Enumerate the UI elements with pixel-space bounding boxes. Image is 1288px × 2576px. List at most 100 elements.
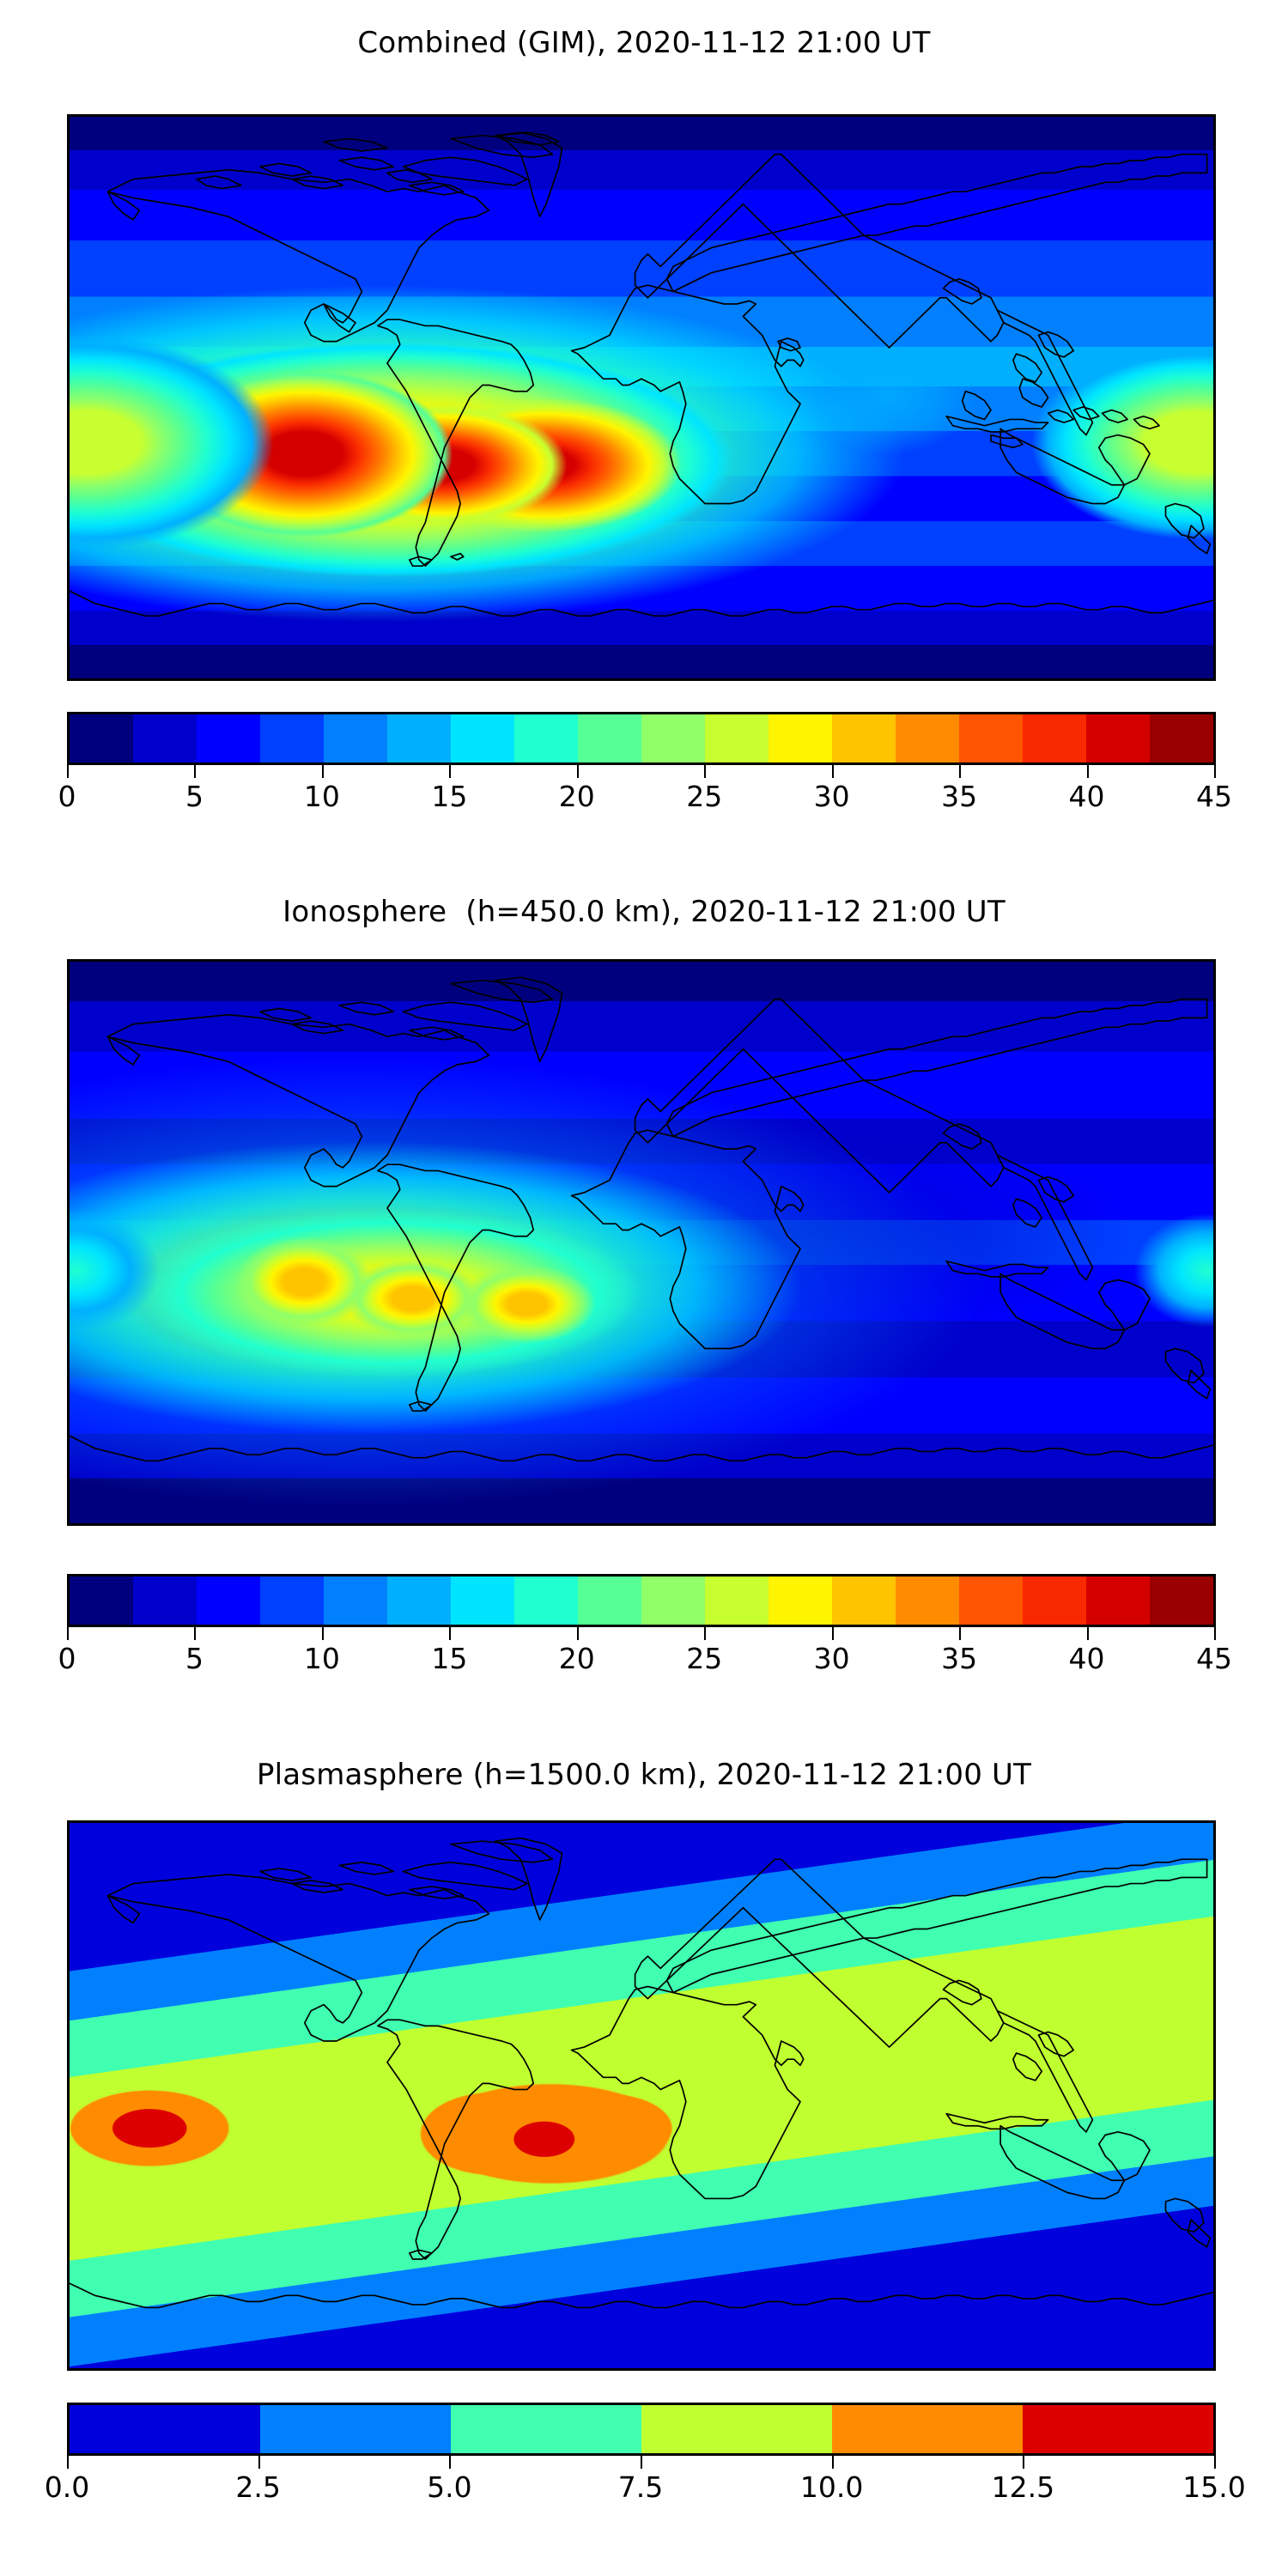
- colorbar-tick-5: [1023, 2456, 1025, 2469]
- colorbar-band-17: [1150, 1577, 1213, 1625]
- colorbar-band-0: [70, 714, 133, 762]
- colorbar-tick-7: [959, 765, 962, 778]
- colorbar-tick-6: [1214, 2456, 1216, 2469]
- colorbar-band-6: [451, 1577, 514, 1625]
- colorbar-band-15: [1023, 714, 1086, 762]
- colorbar-ticks-plasmasphere: [67, 2456, 1216, 2470]
- colorbar-tick-6: [831, 765, 834, 778]
- panel-title-combined-gim: Combined (GIM), 2020-11-12 21:00 UT: [357, 26, 931, 60]
- contour-field-ionosphere: [70, 962, 1213, 1523]
- colorbar-band-7: [514, 1577, 578, 1625]
- colorbar-band-3: [260, 1577, 324, 1625]
- colorbar-tick-label-6: 30: [813, 780, 850, 813]
- colorbar-band-10: [705, 714, 769, 762]
- colorbar-band-12: [832, 1577, 896, 1625]
- colorbar-band-17: [1150, 714, 1213, 762]
- colorbar-tick-8: [1086, 765, 1089, 778]
- colorbar-plasmasphere: [67, 2403, 1216, 2456]
- colorbar-tick-label-7: 35: [941, 1642, 978, 1675]
- colorbar-band-16: [1086, 1577, 1150, 1625]
- colorbar-band-5: [387, 1577, 451, 1625]
- colorbar-band-5: [387, 714, 451, 762]
- colorbar-tick-label-4: 20: [558, 1642, 595, 1675]
- colorbar-band-8: [578, 1577, 641, 1625]
- colorbar-tick-1: [194, 765, 197, 778]
- colorbar-tick-label-7: 35: [941, 780, 978, 813]
- colorbar-band-7: [514, 714, 578, 762]
- colorbar-tick-6: [831, 1627, 834, 1640]
- colorbar-combined-gim: [67, 712, 1216, 765]
- colorbar-labels-plasmasphere: 0.0 2.5 5.0 7.5 10.0 12.5 15.0: [0, 2470, 1288, 2508]
- colorbar-tick-label-2: 10: [303, 780, 340, 813]
- colorbar-tick-0: [67, 2456, 69, 2469]
- coastline-overlay-ionosphere: [70, 962, 1213, 1523]
- colorbar-ticks-ionosphere: [67, 1627, 1216, 1641]
- colorbar-band-6: [451, 714, 514, 762]
- colorbar-band-2: [451, 2405, 641, 2453]
- colorbar-tick-label-1: 5: [185, 780, 204, 813]
- colorbar-band-10: [705, 1577, 769, 1625]
- colorbar-tick-1: [258, 2456, 260, 2469]
- coastline-overlay-plasmasphere: [70, 1823, 1213, 2368]
- colorbar-labels-ionosphere: 0 5 10 15 20 25 30 35 40 45: [0, 1642, 1288, 1680]
- colorbar-tick-label-2: 10: [303, 1642, 340, 1675]
- colorbar-band-5: [1023, 2405, 1213, 2453]
- colorbar-tick-label-4: 20: [558, 780, 595, 813]
- colorbar-tick-8: [1086, 1627, 1089, 1640]
- colorbar-band-4: [832, 2405, 1023, 2453]
- colorbar-tick-9: [1214, 765, 1216, 778]
- panel-title-plasmasphere: Plasmasphere (h=1500.0 km), 2020-11-12 2…: [256, 1758, 1032, 1792]
- colorbar-tick-label-3: 7.5: [617, 2470, 664, 2504]
- colorbar-tick-5: [704, 1627, 707, 1640]
- colorbar-band-13: [896, 714, 959, 762]
- colorbar-band-0: [70, 2405, 260, 2453]
- colorbar-tick-2: [321, 765, 324, 778]
- colorbar-band-1: [260, 2405, 451, 2453]
- map-combined-gim: [67, 114, 1216, 681]
- colorbar-tick-label-3: 15: [431, 1642, 468, 1675]
- colorbar-tick-3: [449, 765, 452, 778]
- colorbar-tick-label-3: 15: [431, 780, 468, 813]
- colorbar-band-1: [133, 1577, 197, 1625]
- colorbar-ionosphere: [67, 1574, 1216, 1627]
- colorbar-tick-2: [449, 2456, 452, 2469]
- colorbar-tick-3: [449, 1627, 452, 1640]
- map-ionosphere: [67, 959, 1216, 1526]
- contour-field-plasmasphere: [70, 1823, 1213, 2368]
- colorbar-band-3: [260, 714, 324, 762]
- colorbar-band-9: [641, 714, 705, 762]
- colorbar-band-3: [641, 2405, 832, 2453]
- colorbar-tick-label-0: 0: [58, 780, 76, 813]
- colorbar-band-15: [1023, 1577, 1086, 1625]
- colorbar-tick-label-8: 40: [1068, 1642, 1105, 1675]
- colorbar-tick-0: [67, 765, 69, 778]
- colorbar-tick-label-5: 25: [686, 780, 723, 813]
- colorbar-tick-5: [704, 765, 707, 778]
- colorbar-tick-label-5: 12.5: [991, 2470, 1055, 2504]
- colorbar-band-13: [896, 1577, 959, 1625]
- colorbar-tick-9: [1214, 1627, 1216, 1640]
- colorbar-band-9: [641, 1577, 705, 1625]
- colorbar-band-4: [324, 1577, 387, 1625]
- colorbar-ticks-combined-gim: [67, 765, 1216, 779]
- colorbar-tick-4: [576, 765, 579, 778]
- colorbar-tick-label-2: 5.0: [427, 2470, 472, 2504]
- panel-title-ionosphere: Ionosphere (h=450.0 km), 2020-11-12 21:0…: [283, 895, 1005, 929]
- colorbar-band-11: [769, 714, 832, 762]
- colorbar-band-2: [197, 714, 260, 762]
- colorbar-tick-2: [321, 1627, 324, 1640]
- colorbar-tick-label-0: 0.0: [44, 2470, 90, 2504]
- colorbar-tick-label-9: 45: [1196, 780, 1232, 813]
- colorbar-band-12: [832, 714, 896, 762]
- colorbar-tick-3: [641, 2456, 642, 2469]
- colorbar-tick-label-4: 10.0: [799, 2470, 864, 2504]
- colorbar-band-1: [133, 714, 197, 762]
- colorbar-tick-label-8: 40: [1068, 780, 1105, 813]
- colorbar-band-0: [70, 1577, 133, 1625]
- colorbar-tick-4: [831, 2456, 834, 2469]
- colorbar-tick-label-6: 15.0: [1182, 2470, 1246, 2504]
- colorbar-band-14: [959, 714, 1023, 762]
- colorbar-tick-label-5: 25: [686, 1642, 723, 1675]
- colorbar-band-4: [324, 714, 387, 762]
